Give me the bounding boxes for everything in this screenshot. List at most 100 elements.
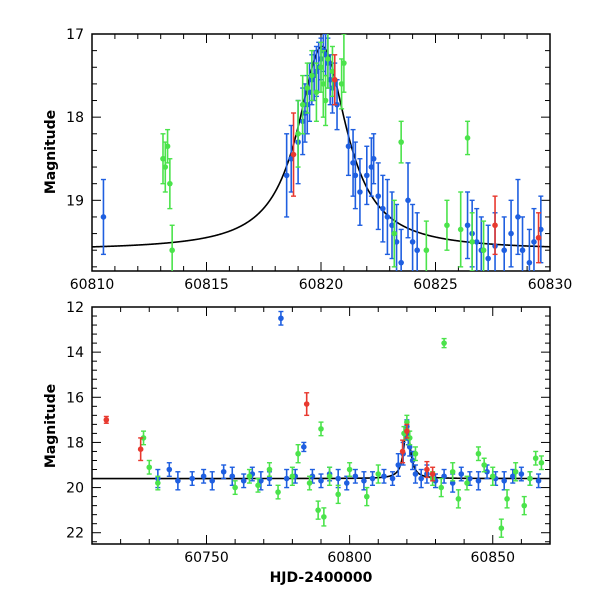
blue-data-point: [519, 216, 526, 271]
point-marker: [438, 484, 445, 491]
point-marker: [200, 473, 207, 480]
green-data-point: [167, 158, 173, 210]
point-marker: [449, 468, 456, 475]
point-marker: [232, 484, 238, 491]
blue-data-point: [352, 468, 359, 484]
blue-data-point: [441, 468, 447, 484]
point-marker: [368, 164, 375, 170]
blue-data-point: [535, 473, 542, 489]
point-marker: [266, 466, 273, 473]
blue-data-point: [381, 468, 387, 484]
point-marker: [457, 226, 464, 233]
green-data-point: [423, 220, 430, 271]
green-data-point: [455, 489, 462, 509]
green-data-point: [306, 475, 313, 491]
point-marker: [325, 56, 331, 62]
point-marker: [320, 81, 327, 87]
point-marker: [538, 226, 544, 233]
blue-data-point: [309, 468, 316, 484]
blue-data-point: [283, 133, 290, 218]
blue-data-point: [414, 212, 420, 271]
point-marker: [301, 444, 307, 450]
point-marker: [384, 214, 391, 220]
blue-data-point: [538, 195, 544, 264]
green-data-point: [532, 450, 539, 466]
point-marker: [424, 466, 430, 473]
point-marker: [189, 475, 195, 482]
green-data-point: [504, 489, 510, 509]
green-data-point: [246, 468, 253, 484]
point-marker: [531, 239, 537, 245]
green-data-point: [275, 484, 281, 500]
blue-data-point: [318, 473, 324, 489]
blue-data-point: [464, 191, 471, 260]
blue-data-point: [389, 471, 396, 487]
point-marker: [409, 457, 416, 464]
blue-data-point: [370, 133, 377, 185]
green-data-point: [527, 471, 533, 487]
point-marker: [321, 514, 327, 520]
point-marker: [423, 247, 430, 254]
blue-data-point: [229, 466, 236, 487]
blue-data-point: [518, 466, 525, 482]
point-marker: [489, 473, 496, 480]
point-marker: [309, 473, 316, 480]
blue-data-point: [389, 191, 395, 260]
blue-data-point: [283, 468, 290, 489]
point-marker: [406, 435, 413, 441]
point-marker: [364, 493, 370, 500]
point-marker: [240, 478, 247, 484]
point-marker: [352, 172, 359, 179]
point-marker: [103, 417, 110, 423]
point-marker: [535, 478, 542, 484]
point-marker: [258, 478, 264, 484]
green-data-point: [438, 477, 445, 498]
green-data-point: [512, 462, 519, 482]
blue-data-point: [200, 468, 207, 484]
y-tick-label: 12: [66, 300, 84, 316]
point-marker: [318, 64, 324, 71]
point-marker: [166, 466, 173, 473]
point-marker: [295, 130, 301, 137]
point-marker: [398, 259, 404, 266]
point-marker: [469, 239, 475, 245]
bottom-ticks: 60750 60800 60850 12 14 16 18 20 22: [66, 300, 551, 566]
point-marker: [318, 426, 324, 432]
blue-data-point: [395, 453, 402, 477]
point-marker: [299, 101, 306, 108]
point-marker: [535, 234, 542, 241]
point-marker: [175, 478, 181, 484]
point-marker: [345, 143, 352, 150]
blue-data-point: [369, 471, 376, 487]
green-data-point: [315, 500, 321, 520]
point-marker: [389, 222, 395, 229]
point-marker: [521, 502, 528, 509]
blue-data-point: [458, 466, 465, 482]
point-marker: [518, 471, 525, 477]
green-data-point: [326, 466, 333, 487]
point-marker: [335, 491, 341, 498]
green-data-point: [335, 484, 341, 505]
point-marker: [501, 478, 508, 484]
point-marker: [464, 480, 470, 486]
point-marker: [352, 473, 359, 480]
point-marker: [343, 480, 350, 486]
blue-data-point: [361, 471, 367, 491]
green-data-point: [289, 466, 296, 487]
point-marker: [375, 193, 382, 199]
bottom-data-points: [103, 310, 545, 538]
green-data-point: [480, 220, 487, 271]
blue-data-point: [384, 178, 391, 256]
point-marker: [167, 180, 173, 187]
point-marker: [441, 340, 447, 346]
point-marker: [375, 471, 382, 477]
blue-data-point: [100, 178, 107, 256]
red-data-point: [303, 392, 310, 417]
point-marker: [406, 444, 413, 450]
blue-data-point: [166, 462, 173, 477]
point-marker: [464, 222, 471, 229]
blue-data-point: [531, 207, 537, 271]
blue-data-point: [220, 464, 227, 480]
point-marker: [304, 85, 311, 91]
